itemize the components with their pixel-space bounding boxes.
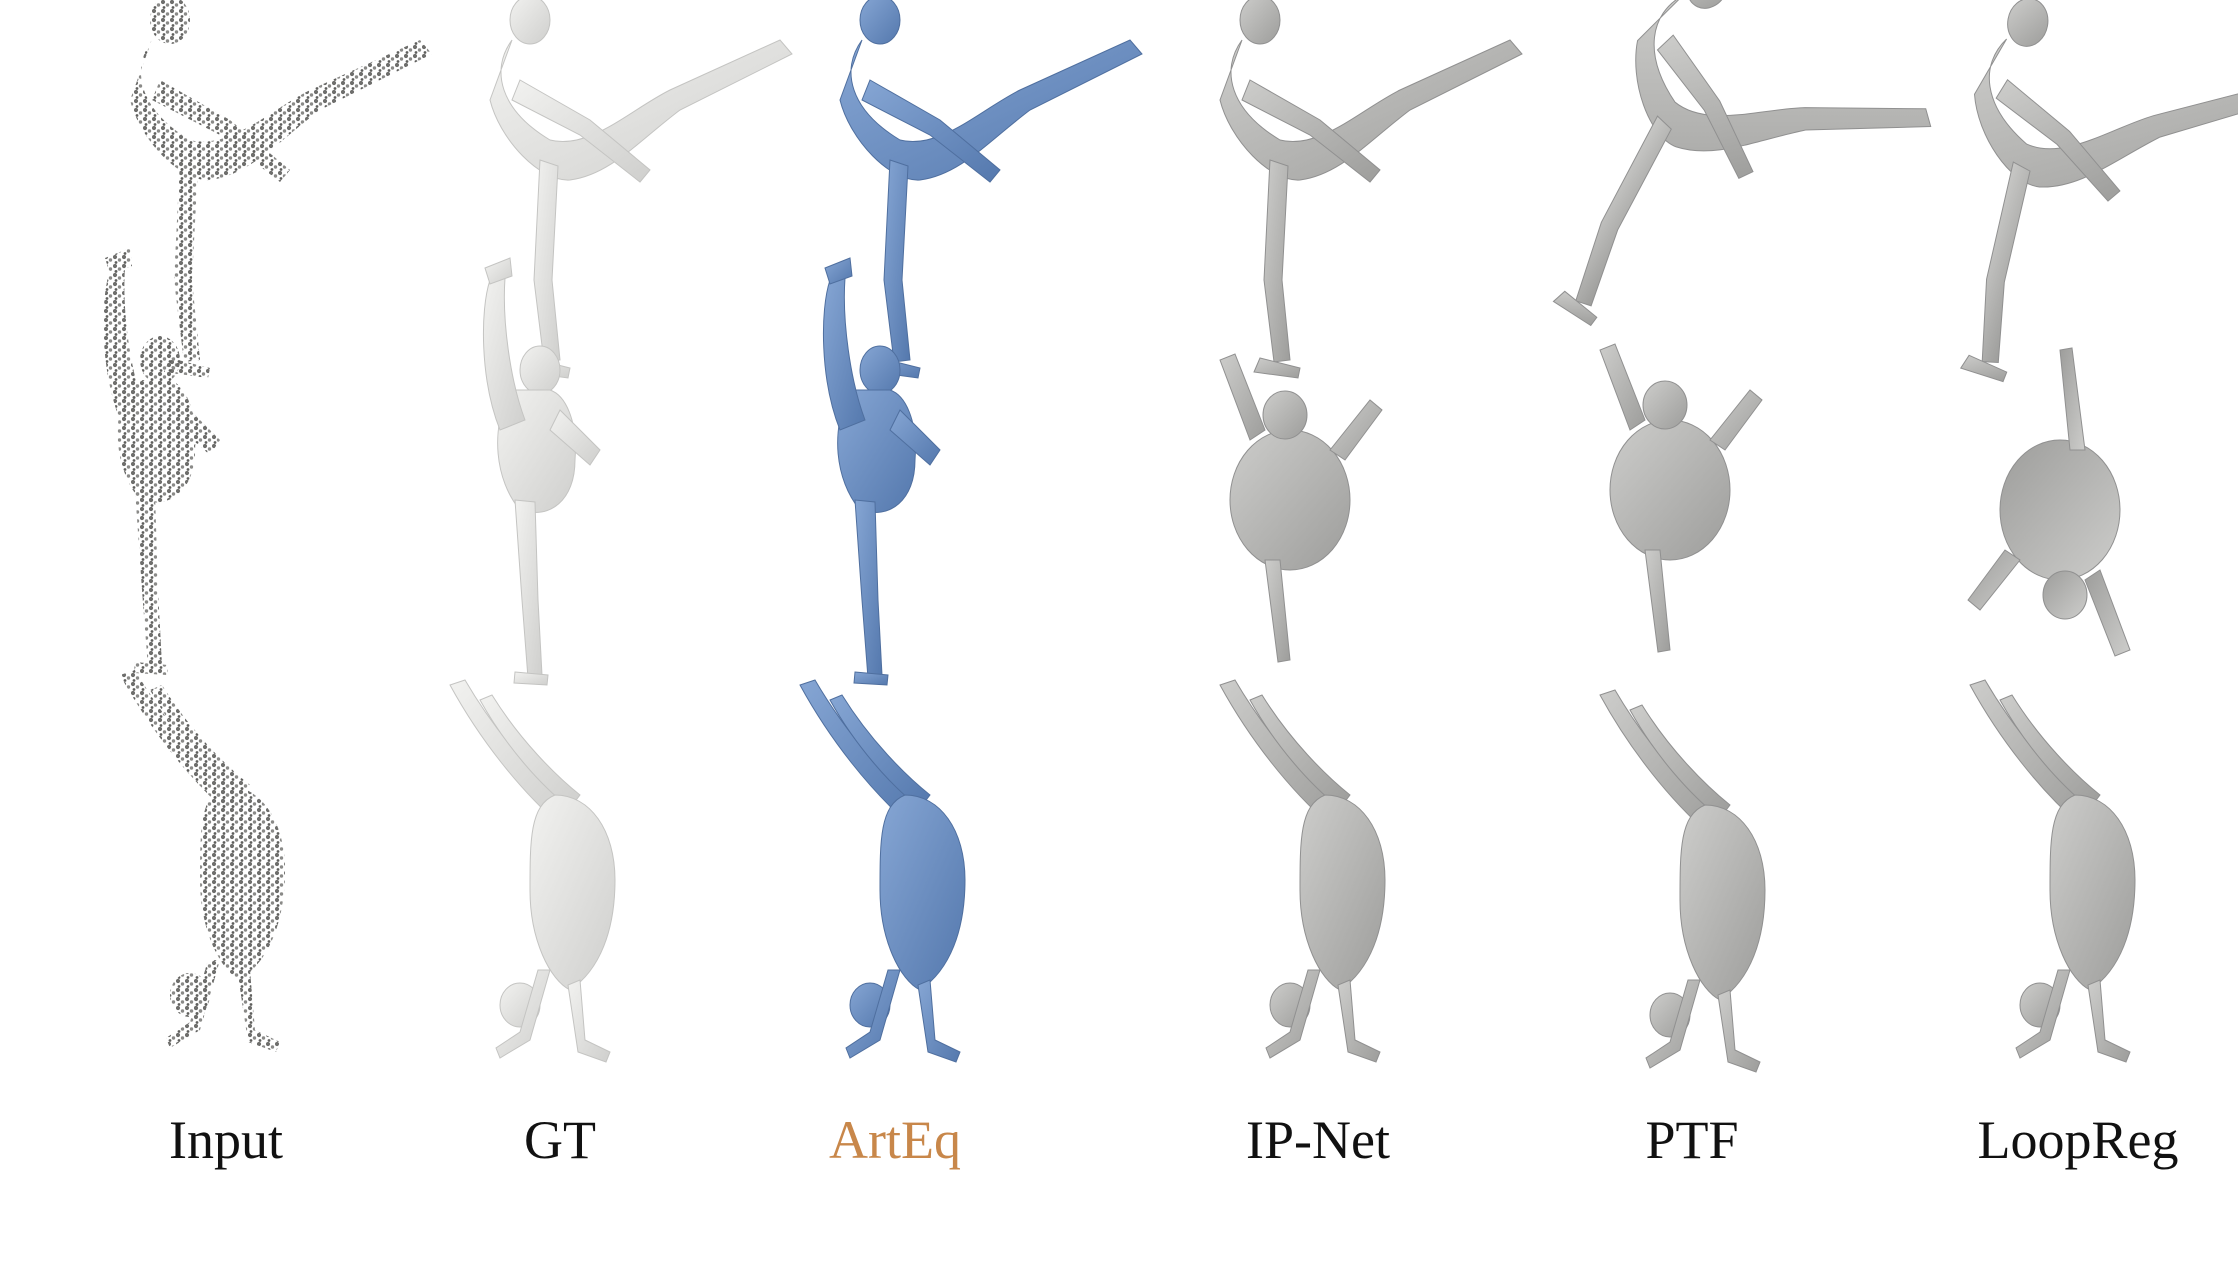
row-3-ipnet-mesh (1219, 679, 1386, 1063)
column-labels: Input GT ArtEq IP-Net PTF LoopReg (0, 1095, 2238, 1185)
row-3-input-point-cloud (120, 670, 285, 1052)
row-2-ipnet-mesh (1219, 353, 1383, 663)
row-3-ptf-mesh (1599, 689, 1766, 1073)
column-label-input: Input (169, 1110, 283, 1170)
row-2-loopreg-mesh (1967, 347, 2131, 657)
column-label-loopreg: LoopReg (1977, 1110, 2179, 1170)
column-label-gt: GT (524, 1110, 596, 1170)
row-3-gt-mesh (449, 679, 616, 1063)
row-1-gt-mesh (489, 0, 793, 379)
row-1-arteq-mesh (839, 0, 1143, 379)
row-1-loopreg-mesh (1925, 0, 2238, 421)
column-label-ipnet: IP-Net (1246, 1110, 1390, 1170)
row-1-ipnet-mesh (1219, 0, 1523, 379)
row-3-loopreg-mesh (1969, 679, 2136, 1063)
column-label-arteq: ArtEq (829, 1110, 961, 1170)
row-2-arteq-mesh (822, 257, 941, 686)
row-1-ptf-mesh (1519, 0, 1956, 421)
column-label-ptf: PTF (1645, 1110, 1739, 1170)
row-3-arteq-mesh (799, 679, 966, 1063)
row-2-input-point-cloud (103, 248, 220, 675)
row-1-input-point-cloud (130, 0, 432, 378)
row-2-ptf-mesh (1599, 343, 1763, 653)
